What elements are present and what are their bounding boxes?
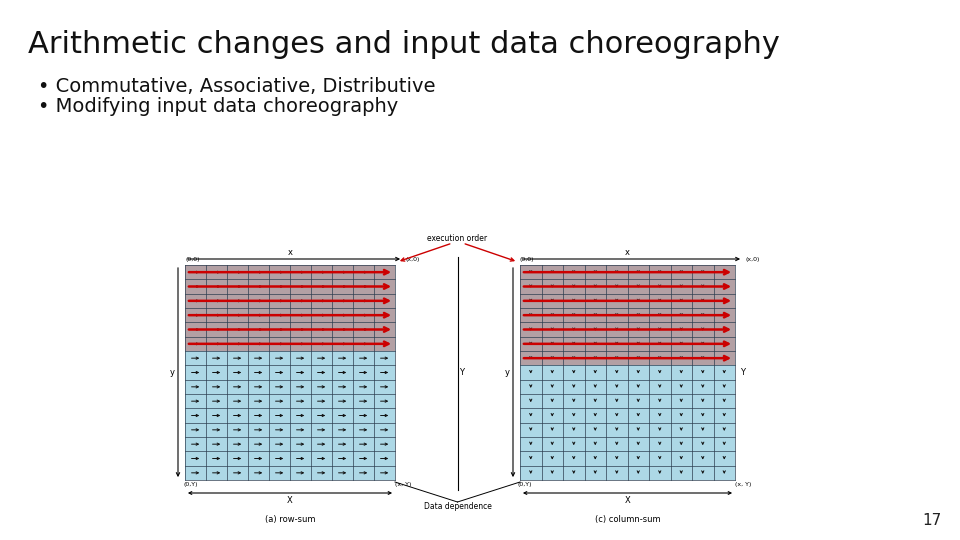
- Bar: [520, 294, 735, 308]
- Text: 17: 17: [923, 513, 942, 528]
- Bar: [185, 336, 395, 351]
- Text: x: x: [287, 248, 293, 257]
- Text: Data dependence: Data dependence: [423, 502, 492, 511]
- Text: (x, Y): (x, Y): [735, 482, 752, 487]
- Text: X: X: [287, 496, 293, 505]
- Text: Y: Y: [460, 368, 465, 377]
- Text: (0,0): (0,0): [185, 257, 200, 262]
- Text: (a) row-sum: (a) row-sum: [265, 515, 315, 524]
- Bar: [185, 265, 395, 480]
- Text: execution order: execution order: [427, 234, 488, 243]
- Text: (c) column-sum: (c) column-sum: [594, 515, 660, 524]
- Bar: [185, 279, 395, 294]
- Bar: [520, 351, 735, 366]
- Text: y: y: [505, 368, 510, 377]
- Text: • Commutative, Associative, Distributive: • Commutative, Associative, Distributive: [38, 77, 436, 96]
- Text: (0,Y): (0,Y): [183, 482, 198, 487]
- Text: (0,Y): (0,Y): [518, 482, 533, 487]
- Text: (x, Y): (x, Y): [395, 482, 412, 487]
- Text: (x,0): (x,0): [745, 257, 759, 262]
- Bar: [520, 265, 735, 480]
- Text: Y: Y: [740, 368, 745, 377]
- Bar: [185, 294, 395, 308]
- Bar: [185, 322, 395, 336]
- Bar: [520, 322, 735, 336]
- Text: x: x: [625, 248, 630, 257]
- Bar: [520, 265, 735, 279]
- Bar: [520, 279, 735, 294]
- Bar: [185, 308, 395, 322]
- Bar: [520, 336, 735, 351]
- Text: • Modifying input data choreography: • Modifying input data choreography: [38, 97, 398, 116]
- Text: Arithmetic changes and input data choreography: Arithmetic changes and input data choreo…: [28, 30, 780, 59]
- Text: X: X: [625, 496, 631, 505]
- Bar: [520, 308, 735, 322]
- Text: (0,0): (0,0): [520, 257, 535, 262]
- Text: (x,0): (x,0): [405, 257, 420, 262]
- Bar: [185, 265, 395, 279]
- Text: y: y: [170, 368, 175, 377]
